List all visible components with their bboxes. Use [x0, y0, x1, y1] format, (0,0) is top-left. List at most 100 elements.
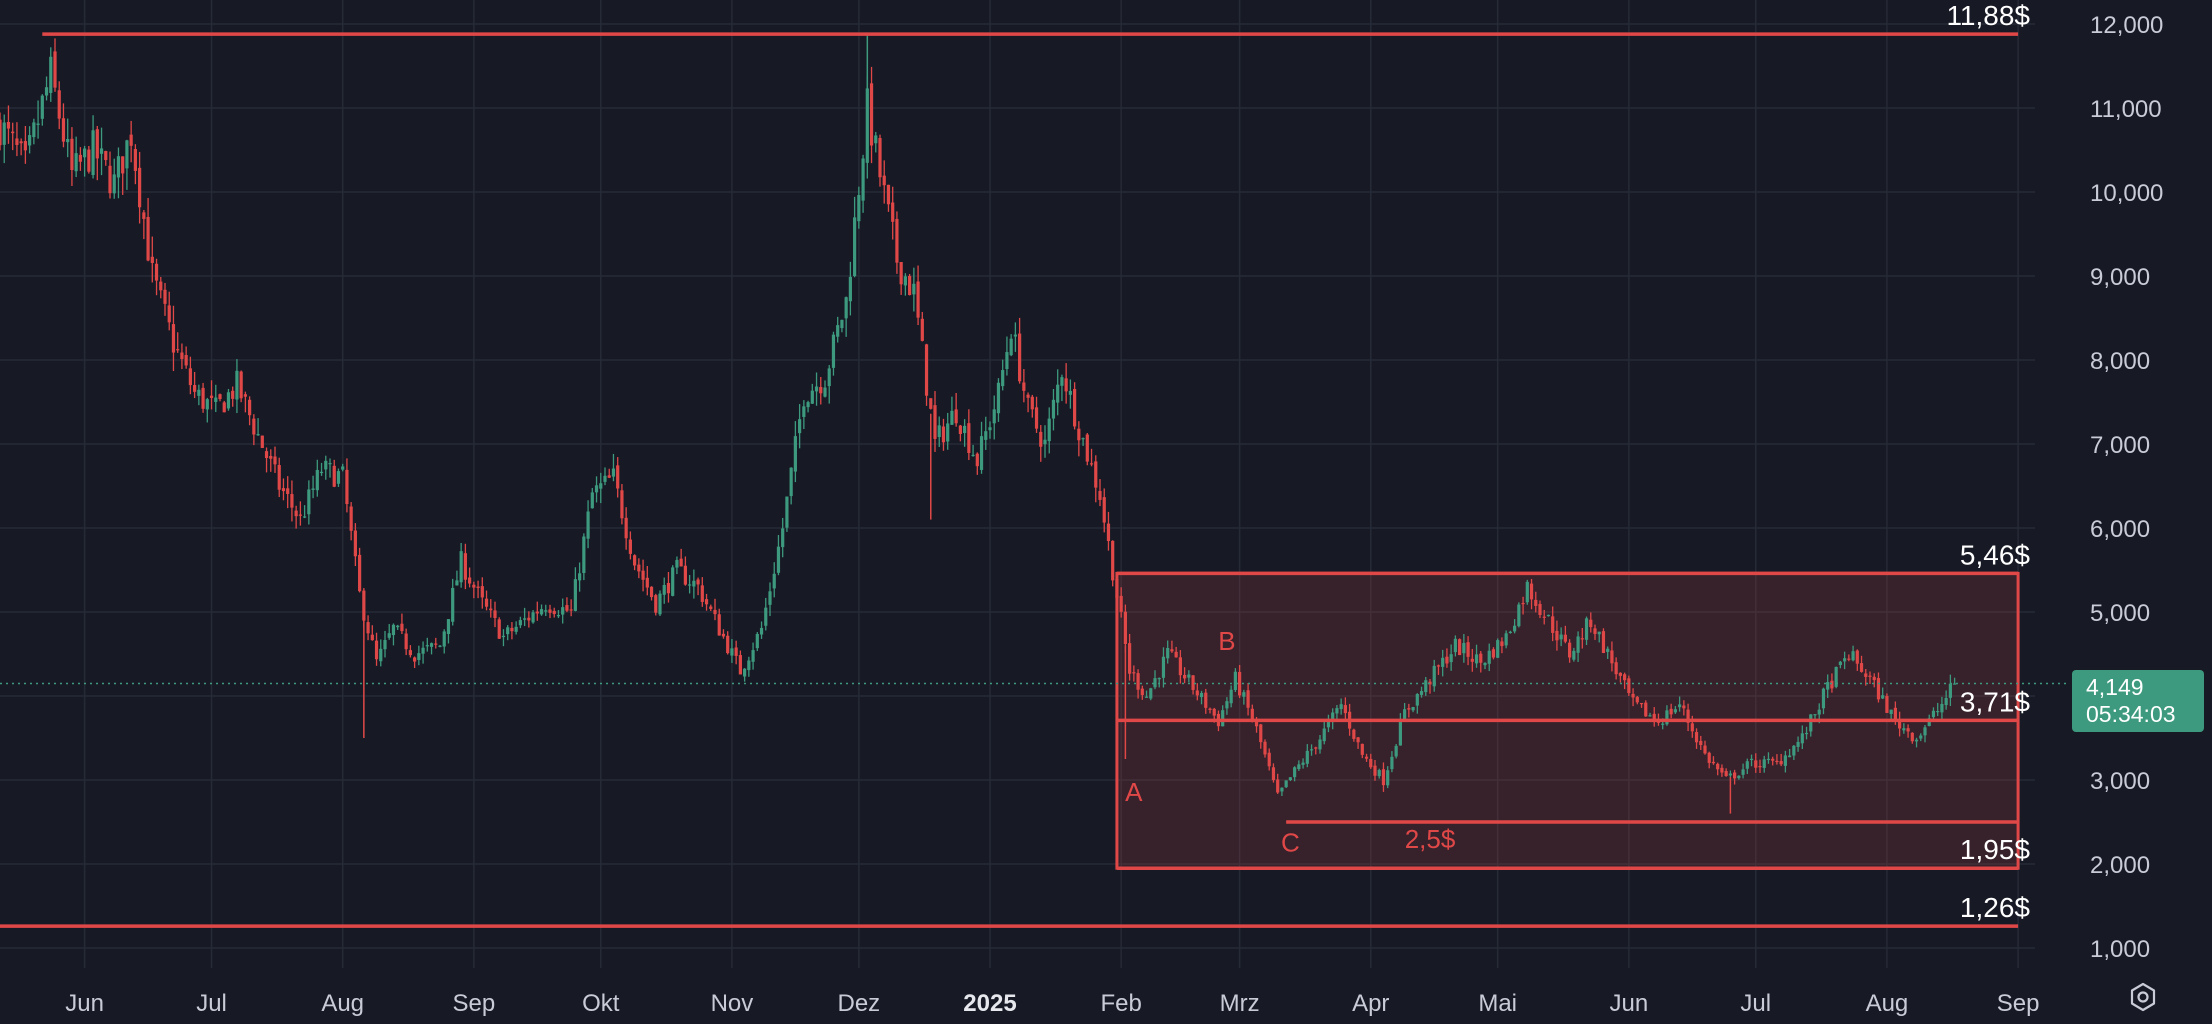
candle-body	[370, 634, 374, 641]
candle-body	[827, 368, 831, 387]
x-tick-label: 2025	[963, 990, 1016, 1017]
candle-body	[1707, 752, 1711, 763]
candle-body	[1720, 767, 1724, 773]
candle-body	[920, 318, 924, 341]
candle-body	[967, 423, 971, 453]
candle-body	[1944, 698, 1948, 706]
candle-body	[1809, 714, 1813, 732]
candle-body	[1284, 780, 1288, 788]
candle-body	[493, 610, 497, 618]
candle-body	[747, 660, 751, 671]
wave-labels: A B C	[1125, 626, 1300, 858]
candle-body	[442, 631, 446, 647]
candle-body	[924, 344, 929, 396]
candle-body	[116, 156, 121, 178]
candle-body	[1144, 696, 1149, 698]
candle-body	[1132, 672, 1136, 674]
candle-body	[1149, 688, 1153, 699]
candle-body	[1652, 713, 1656, 720]
candle-body	[290, 494, 294, 508]
candle-body	[434, 643, 438, 645]
candle-body	[759, 627, 764, 635]
candle-body	[941, 426, 946, 443]
x-tick-label: Jul	[196, 990, 227, 1017]
candle-body	[814, 386, 819, 392]
candle-body	[1948, 683, 1952, 698]
x-tick-label: Dez	[838, 990, 881, 1017]
candle-body	[1788, 755, 1792, 758]
candle-body	[1254, 720, 1259, 727]
candle-body	[1170, 649, 1174, 652]
candle-body	[121, 156, 125, 174]
candle-body	[1436, 665, 1441, 667]
candle-body	[878, 138, 882, 178]
candle-body	[1610, 650, 1614, 664]
candle-body	[78, 154, 82, 162]
candle-body	[1538, 603, 1542, 615]
candle-body	[1352, 729, 1356, 739]
candle-body	[1487, 650, 1491, 664]
candle-body	[1496, 640, 1500, 658]
candle-body	[971, 454, 975, 457]
candle-body	[662, 584, 666, 595]
candle-body	[1534, 599, 1538, 606]
candle-body	[1826, 682, 1830, 690]
candle-body	[996, 382, 1001, 414]
candle-body	[1830, 680, 1834, 689]
candle-body	[1077, 428, 1081, 441]
candle-body	[387, 633, 391, 638]
candle-body	[176, 349, 180, 351]
candle-body	[899, 262, 903, 285]
candle-body	[201, 387, 205, 409]
candle-body	[1094, 461, 1098, 488]
candle-body	[49, 56, 53, 93]
candle-body	[1737, 775, 1741, 779]
candle-body	[785, 496, 789, 528]
wave-label: A	[1125, 777, 1143, 807]
candle-body	[654, 595, 658, 613]
candle-body	[709, 606, 713, 609]
candle-body	[810, 390, 814, 404]
x-tick-label: Nov	[711, 990, 754, 1017]
candle-body	[1568, 642, 1572, 658]
candle-body	[616, 465, 620, 489]
level-label: 1,26$	[1960, 892, 2030, 923]
x-tick-label: Mrz	[1220, 990, 1260, 1017]
candle-body	[975, 453, 979, 467]
candle-body	[544, 610, 548, 612]
candle-body	[1572, 650, 1576, 660]
candle-body	[1648, 715, 1652, 717]
candle-body	[324, 460, 328, 470]
candle-body	[1449, 654, 1453, 663]
candle-body	[205, 399, 209, 410]
candle-body	[946, 423, 950, 442]
candle-body	[552, 610, 556, 615]
candle-body	[362, 590, 366, 621]
candle-body	[1847, 658, 1851, 660]
candle-body	[281, 488, 286, 492]
wave-label: C	[1281, 827, 1300, 857]
candle-body	[1314, 747, 1318, 749]
candle-body	[882, 175, 886, 186]
candle-body	[239, 371, 243, 399]
candle-body	[358, 554, 362, 592]
bar-countdown: 05:34:03	[2086, 701, 2176, 727]
candle-body	[1356, 737, 1360, 743]
candle-body	[1766, 758, 1771, 761]
candle-body	[1424, 680, 1428, 693]
candle-body	[1098, 490, 1102, 500]
candle-body	[1555, 630, 1559, 641]
candle-body	[1618, 672, 1622, 676]
candle-body	[1771, 758, 1775, 761]
candle-body	[984, 431, 988, 440]
y-tick-label: 9,000	[2090, 264, 2150, 291]
candle-body	[573, 579, 577, 611]
candle-body	[1136, 673, 1140, 690]
candle-body	[99, 148, 104, 154]
candle-body	[1711, 761, 1716, 764]
candle-body	[150, 256, 154, 263]
chart-settings-icon[interactable]	[2128, 982, 2158, 1012]
candle-body	[1221, 710, 1225, 727]
candle-body	[74, 153, 78, 172]
